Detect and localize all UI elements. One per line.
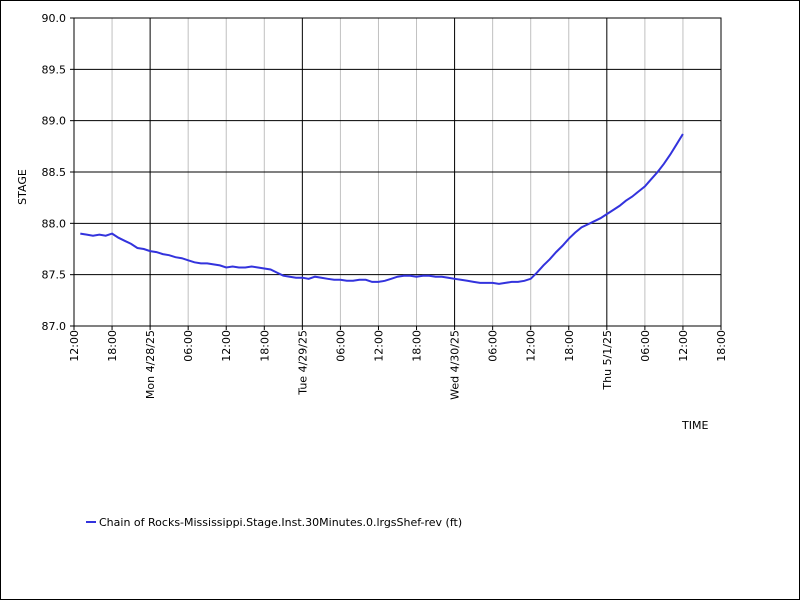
x-tick-label: Wed 4/30/25 xyxy=(449,330,462,400)
series-line-chain-of-rocks xyxy=(80,133,684,285)
x-tick-label: 06:00 xyxy=(334,330,347,362)
y-tick-label: 88.0 xyxy=(42,217,67,230)
x-tick-label: 06:00 xyxy=(639,330,652,362)
y-tick-label: 87.0 xyxy=(42,320,67,333)
x-axis-ticks: 12:00 18:00 Mon 4/28/25 06:00 12:00 18:00 Tue … xyxy=(68,326,728,400)
x-tick-label: 12:00 xyxy=(220,330,233,362)
y-axis-label: STAGE xyxy=(16,169,29,205)
x-tick-label: 06:00 xyxy=(182,330,195,362)
y-axis-ticks: 87.0 87.5 88.0 88.5 89.0 89.5 90.0 xyxy=(42,12,74,333)
y-tick-label: 88.5 xyxy=(42,166,67,179)
major-gridlines xyxy=(74,17,721,327)
x-tick-label: Tue 4/29/25 xyxy=(296,330,309,396)
x-tick-label: 18:00 xyxy=(258,330,271,362)
y-tick-label: 89.5 xyxy=(42,63,67,76)
y-tick-label: 87.5 xyxy=(42,269,67,282)
x-tick-label: 18:00 xyxy=(106,330,119,362)
y-tick-label: 89.0 xyxy=(42,115,67,128)
x-tick-label: 12:00 xyxy=(525,330,538,362)
x-tick-label: Thu 5/1/25 xyxy=(601,330,614,391)
x-tick-label: 18:00 xyxy=(715,330,728,362)
x-axis-label: TIME xyxy=(681,419,708,432)
x-tick-label: 12:00 xyxy=(68,330,81,362)
x-tick-label: 06:00 xyxy=(487,330,500,362)
x-tick-label: 18:00 xyxy=(411,330,424,362)
x-tick-label: 18:00 xyxy=(563,330,576,362)
x-tick-label: Mon 4/28/25 xyxy=(144,330,157,399)
legend: Chain of Rocks-Mississippi.Stage.Inst.30… xyxy=(86,516,462,529)
x-tick-label: 12:00 xyxy=(372,330,385,362)
y-tick-label: 90.0 xyxy=(42,12,67,25)
legend-label: Chain of Rocks-Mississippi.Stage.Inst.30… xyxy=(99,516,462,529)
x-tick-label: 12:00 xyxy=(677,330,690,362)
